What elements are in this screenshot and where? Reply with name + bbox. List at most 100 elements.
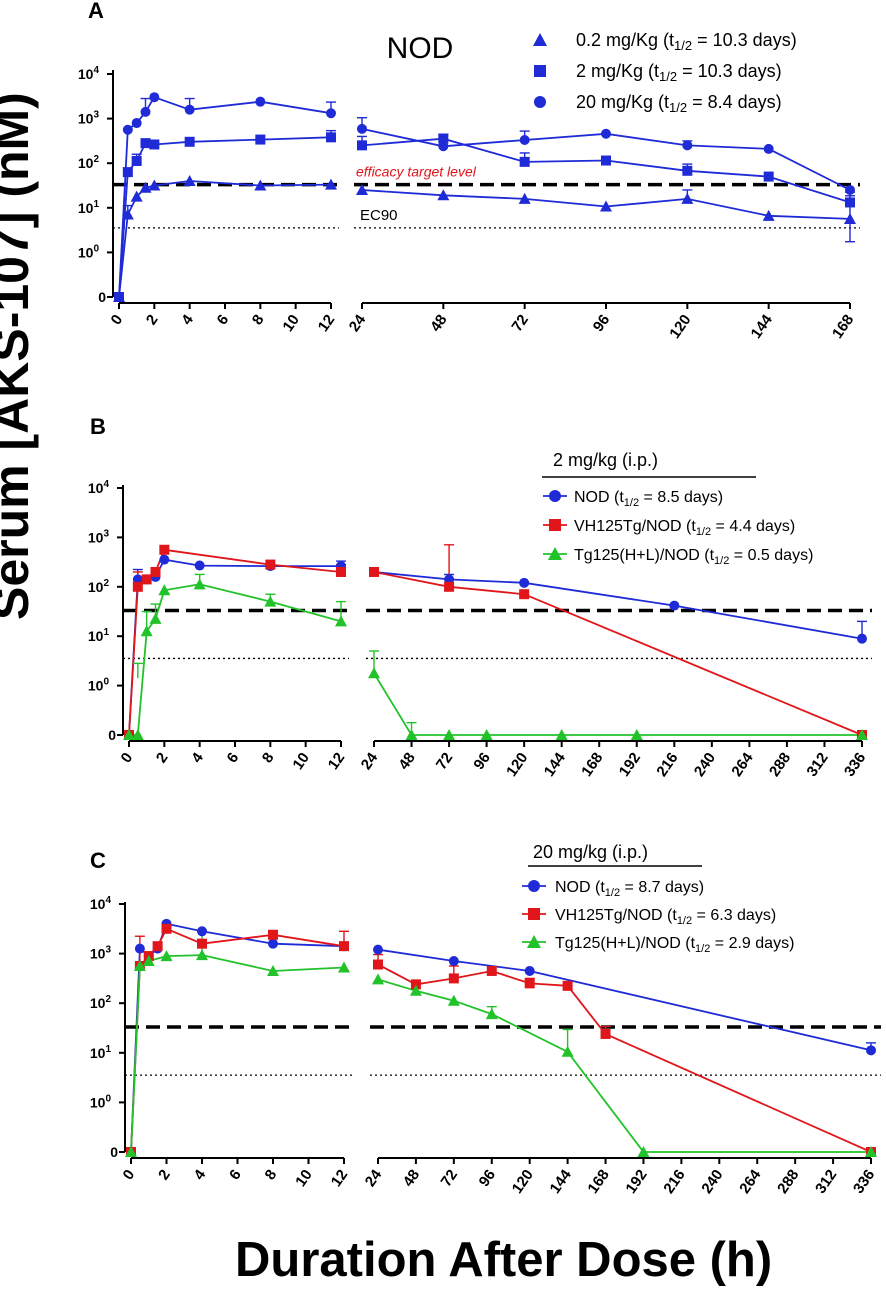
point-vh125tg-nod xyxy=(150,566,161,577)
x-tick-label-a: 168 xyxy=(829,312,857,342)
point-20-mg-kg xyxy=(122,124,133,135)
point-2-mg-kg xyxy=(140,138,151,149)
point-2-mg-kg xyxy=(763,171,774,182)
y-tick-exponent: 2 xyxy=(103,578,109,589)
point-tg125-h-l-nod xyxy=(267,964,279,976)
point-nod xyxy=(134,943,145,954)
x-tick-label-a: 10 xyxy=(279,312,302,335)
x-tick-label-a: 24 xyxy=(346,311,370,335)
y-tick-exponent: 1 xyxy=(105,1044,111,1055)
x-tick-label-b: 2 xyxy=(153,750,172,767)
legend-subscript: 1/2 xyxy=(677,915,692,927)
legend-marker-circle xyxy=(549,490,561,502)
point-0-2-mg-kg xyxy=(121,208,134,220)
x-tick-label-a: 12 xyxy=(315,312,338,335)
legend-half-life: = 2.9 days) xyxy=(710,935,794,952)
legend-subscript: 1/2 xyxy=(624,497,639,509)
x-tick-label-c: 120 xyxy=(509,1167,537,1197)
point-tg125-h-l-nod xyxy=(409,984,422,996)
point-tg125-h-l-nod xyxy=(856,729,868,740)
point-20-mg-kg xyxy=(438,141,449,152)
point-2-mg-kg xyxy=(131,155,142,166)
x-tick-label-a: 120 xyxy=(666,312,694,342)
y-tick-label-c: 100 xyxy=(90,1093,112,1110)
x-tick-label-c: 72 xyxy=(438,1167,461,1190)
legend-half-life: = 8.7 days) xyxy=(620,879,704,896)
x-tick-label-c: 312 xyxy=(812,1167,840,1197)
point-20-mg-kg xyxy=(326,108,336,119)
y-tick-exponent: 1 xyxy=(93,199,99,210)
series-line-20-mg-kg xyxy=(118,96,332,298)
x-tick-label-c: 192 xyxy=(622,1167,650,1197)
y-tick-label-a: 101 xyxy=(78,199,100,216)
point-vh125tg-nod xyxy=(486,965,497,976)
legend-marker-circle xyxy=(534,96,546,108)
x-tick-label-b: 12 xyxy=(325,750,348,773)
legend-half-life: = 10.3 days) xyxy=(692,30,797,50)
point-tg125-h-l-nod xyxy=(447,994,460,1006)
point-nod xyxy=(669,600,680,611)
point-0-2-mg-kg xyxy=(762,209,775,221)
x-tick-label-b: 144 xyxy=(541,749,570,780)
x-tick-label-c: 336 xyxy=(850,1167,878,1197)
x-tick-label-b: 24 xyxy=(358,749,382,773)
x-tick-label-c: 240 xyxy=(698,1167,726,1197)
series-line-vh125tg-nod xyxy=(377,963,872,1153)
y-tick-label-b: 103 xyxy=(88,528,110,545)
x-tick-label-c: 216 xyxy=(660,1167,688,1197)
point-vh125tg-nod xyxy=(410,979,421,990)
legend-marker-square xyxy=(534,65,546,77)
x-tick-label-b: 264 xyxy=(728,749,757,780)
point-2-mg-kg xyxy=(326,132,336,143)
point-20-mg-kg xyxy=(149,92,160,103)
y-tick-label-b: 102 xyxy=(88,578,110,595)
legend-marker-triangle xyxy=(548,547,562,560)
x-tick-label-c: 12 xyxy=(328,1167,351,1190)
point-tg125-h-l-nod xyxy=(160,950,173,962)
legend-entry: VH125Tg/NOD (t1/2 = 4.4 days) xyxy=(574,518,795,538)
point-20-mg-kg xyxy=(519,135,530,146)
point-2-mg-kg xyxy=(601,155,611,166)
series-line-vh125tg-nod xyxy=(128,548,342,736)
x-tick-label-b: 168 xyxy=(578,750,606,780)
point-2-mg-kg xyxy=(122,167,133,178)
x-tick-label-a: 72 xyxy=(508,312,531,335)
point-vh125tg-nod xyxy=(373,959,383,970)
point-tg125-h-l-nod xyxy=(123,729,135,740)
point-tg125-h-l-nod xyxy=(480,729,493,740)
point-2-mg-kg xyxy=(357,140,367,151)
y-tick-exponent: 1 xyxy=(103,627,109,638)
point-0-2-mg-kg xyxy=(130,190,143,202)
x-tick-label-c: 264 xyxy=(736,1166,765,1197)
panel-title-a: NOD xyxy=(387,32,454,65)
y-tick-exponent: 4 xyxy=(105,895,111,906)
point-vh125tg-nod xyxy=(524,978,535,989)
point-nod xyxy=(519,577,530,588)
point-tg125-h-l-nod xyxy=(335,615,347,627)
point-tg125-h-l-nod xyxy=(140,625,153,637)
point-20-mg-kg xyxy=(682,140,693,151)
point-tg125-h-l-nod xyxy=(865,1146,877,1157)
legend-subscript: 1/2 xyxy=(659,69,677,84)
x-tick-label-c: 6 xyxy=(226,1167,245,1184)
point-tg125-h-l-nod xyxy=(142,955,155,967)
point-2-mg-kg xyxy=(682,165,693,176)
point-vh125tg-nod xyxy=(268,929,278,940)
x-tick-label-b: 192 xyxy=(616,750,644,780)
series-line-tg125-h-l-nod xyxy=(130,954,345,1153)
x-tick-label-a: 4 xyxy=(178,311,197,328)
series-line-nod xyxy=(128,558,341,736)
x-tick-label-c: 10 xyxy=(292,1167,315,1190)
point-tg125-h-l-nod xyxy=(264,595,277,607)
x-tick-label-c: 8 xyxy=(262,1167,281,1184)
point-0-2-mg-kg xyxy=(139,181,152,193)
point-nod xyxy=(866,1045,876,1056)
point-tg125-h-l-nod xyxy=(637,1146,650,1157)
point-nod xyxy=(159,554,170,565)
point-tg125-h-l-nod xyxy=(158,584,171,596)
point-nod xyxy=(194,560,205,571)
point-tg125-h-l-nod xyxy=(133,960,146,971)
x-tick-label-c: 0 xyxy=(120,1167,139,1184)
